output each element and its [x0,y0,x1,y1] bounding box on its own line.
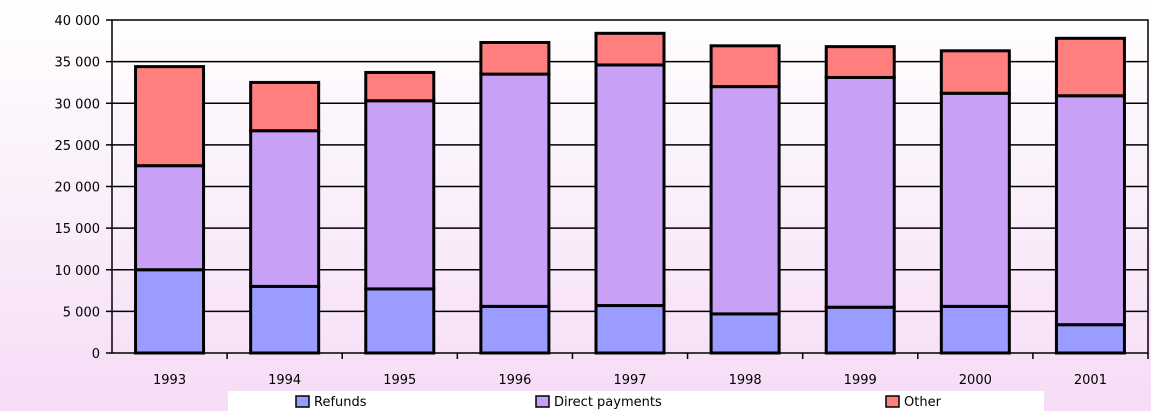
bar-segment [941,93,1009,306]
bar-segment [136,166,204,270]
y-tick-label: 20 000 [55,181,101,196]
bar-segment [251,286,319,353]
y-tick-label: 35 000 [55,56,101,71]
bar-segment [481,42,549,74]
x-tick-label: 1996 [498,373,531,388]
x-tick-label: 1994 [268,373,301,388]
bar-segment [136,67,204,166]
bar-segment [711,87,779,314]
legend-label: Direct payments [554,395,662,410]
x-tick-label: 1998 [729,373,762,388]
bar-segment [826,47,894,78]
bar-segment [596,65,664,306]
bar-segment [941,51,1009,93]
legend-swatch [296,396,309,407]
y-tick-label: 5 000 [63,305,100,320]
bar-segment [1056,325,1124,353]
bar-segment [711,46,779,87]
bar-segment [596,33,664,65]
bar-segment [366,289,434,353]
y-tick-label: 30 000 [55,97,101,112]
bar-segment [481,74,549,306]
x-tick-label: 1993 [153,373,186,388]
legend-swatch [536,396,549,407]
y-tick-label: 0 [92,347,100,362]
bar-segment [711,314,779,353]
bar-segment [1056,96,1124,325]
x-tick-label: 1995 [383,373,416,388]
bar-segment [826,77,894,307]
bar-segment [596,306,664,353]
bar-segment [366,72,434,100]
y-tick-label: 25 000 [55,139,101,154]
x-tick-label: 1997 [613,373,646,388]
legend-label: Other [904,395,942,410]
bar-segment [251,131,319,287]
y-tick-label: 15 000 [55,222,101,237]
bar-segment [481,306,549,353]
x-tick-label: 1999 [844,373,877,388]
bar-segment [366,101,434,289]
legend-swatch [886,396,899,407]
bar-segment [1056,38,1124,95]
y-tick-label: 10 000 [55,264,101,279]
x-tick-label: 2001 [1074,373,1107,388]
bar-segment [826,307,894,353]
bar-segment [941,306,1009,353]
legend-label: Refunds [314,395,367,410]
x-tick-label: 2000 [959,373,992,388]
bar-segment [251,82,319,130]
bar-segment [136,270,204,353]
y-tick-label: 40 000 [55,14,101,29]
